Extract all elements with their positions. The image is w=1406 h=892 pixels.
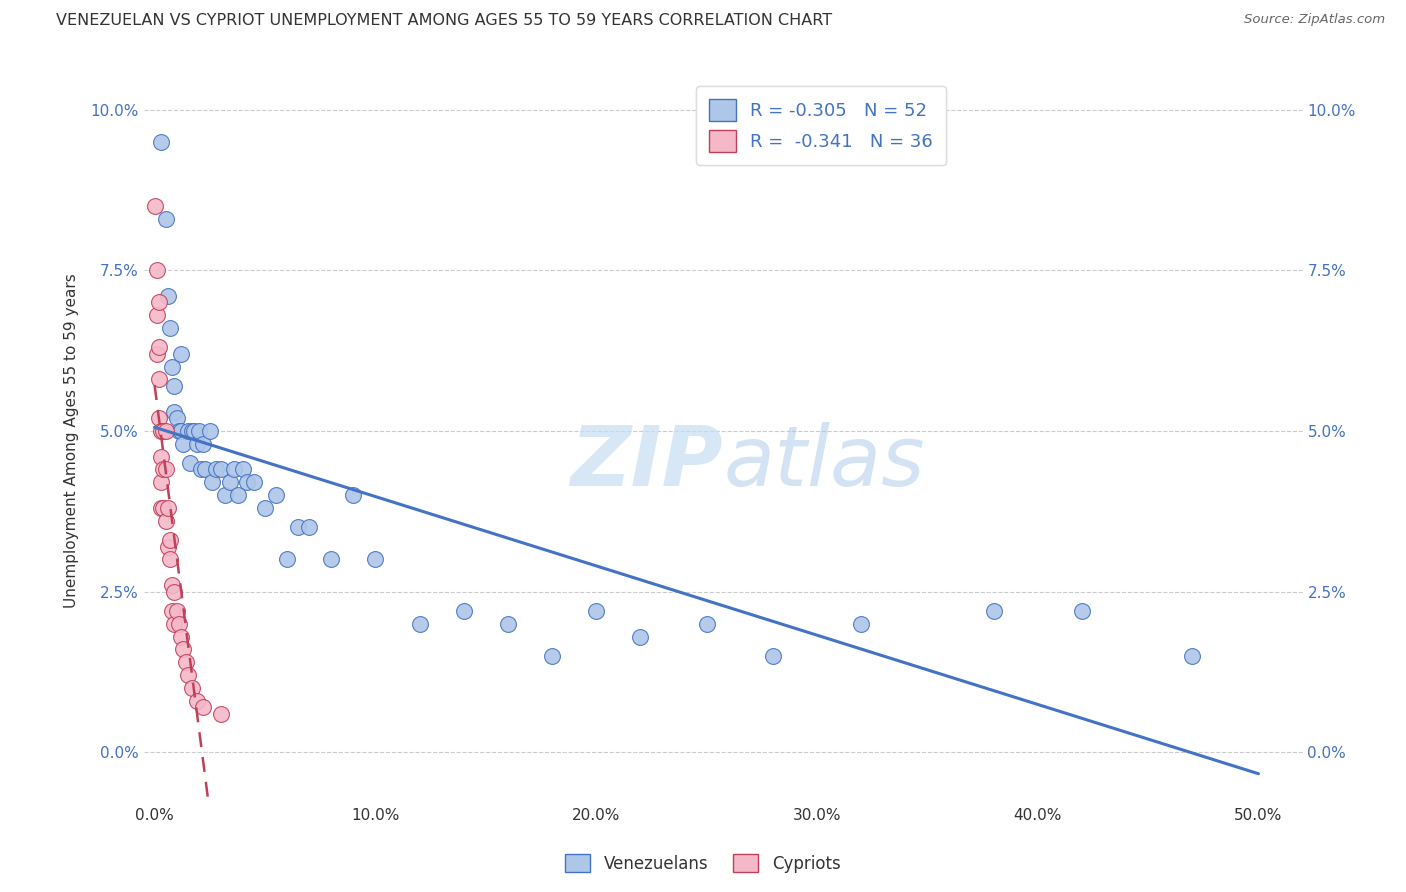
Point: [167, 616, 190, 631]
Point: [1070, 604, 1092, 618]
Point: [150, 424, 173, 438]
Point: [181, 424, 204, 438]
Point: [408, 616, 430, 631]
Point: [150, 135, 173, 149]
Point: [174, 655, 197, 669]
Point: [166, 411, 188, 425]
Point: [191, 436, 214, 450]
Text: atlas: atlas: [723, 422, 925, 503]
Point: [155, 462, 177, 476]
Point: [162, 578, 184, 592]
Point: [148, 372, 170, 386]
Point: [172, 642, 194, 657]
Point: [150, 475, 173, 490]
Point: [155, 211, 177, 226]
Point: [236, 475, 259, 490]
Point: [541, 648, 564, 663]
Y-axis label: Unemployment Among Ages 55 to 59 years: Unemployment Among Ages 55 to 59 years: [65, 273, 79, 608]
Point: [209, 462, 232, 476]
Point: [150, 501, 173, 516]
Point: [170, 630, 193, 644]
Point: [183, 424, 205, 438]
Point: [287, 520, 309, 534]
Point: [214, 488, 236, 502]
Point: [983, 604, 1005, 618]
Point: [146, 263, 169, 277]
Point: [163, 379, 186, 393]
Point: [159, 321, 181, 335]
Point: [156, 501, 179, 516]
Point: [205, 462, 228, 476]
Point: [152, 501, 174, 516]
Point: [190, 462, 212, 476]
Point: [166, 604, 188, 618]
Point: [143, 199, 166, 213]
Point: [170, 347, 193, 361]
Point: [496, 616, 519, 631]
Point: [253, 501, 276, 516]
Point: [1181, 648, 1204, 663]
Point: [167, 424, 190, 438]
Point: [228, 488, 250, 502]
Point: [628, 630, 651, 644]
Point: [152, 424, 174, 438]
Point: [181, 681, 204, 695]
Point: [198, 424, 221, 438]
Point: [849, 616, 872, 631]
Point: [163, 616, 186, 631]
Text: ZIP: ZIP: [571, 422, 723, 503]
Point: [146, 308, 169, 322]
Point: [150, 450, 173, 464]
Point: [209, 706, 232, 721]
Point: [342, 488, 364, 502]
Point: [187, 424, 209, 438]
Point: [453, 604, 475, 618]
Point: [152, 462, 174, 476]
Point: [162, 604, 184, 618]
Point: [162, 359, 184, 374]
Point: [218, 475, 240, 490]
Point: [762, 648, 785, 663]
Legend: Venezuelans, Cypriots: Venezuelans, Cypriots: [558, 847, 848, 880]
Point: [159, 552, 181, 566]
Point: [146, 347, 169, 361]
Point: [194, 462, 217, 476]
Point: [364, 552, 387, 566]
Point: [186, 694, 208, 708]
Point: [148, 295, 170, 310]
Point: [232, 462, 254, 476]
Point: [321, 552, 343, 566]
Point: [148, 340, 170, 354]
Point: [159, 533, 181, 548]
Point: [177, 424, 200, 438]
Point: [155, 514, 177, 528]
Point: [264, 488, 287, 502]
Point: [222, 462, 245, 476]
Point: [191, 700, 214, 714]
Text: Source: ZipAtlas.com: Source: ZipAtlas.com: [1244, 13, 1385, 27]
Point: [156, 540, 179, 554]
Point: [186, 436, 208, 450]
Point: [163, 404, 186, 418]
Point: [163, 584, 186, 599]
Point: [585, 604, 607, 618]
Point: [156, 289, 179, 303]
Legend: R = -0.305   N = 52, R =  -0.341   N = 36: R = -0.305 N = 52, R = -0.341 N = 36: [696, 87, 946, 165]
Point: [298, 520, 321, 534]
Point: [155, 424, 177, 438]
Point: [172, 436, 194, 450]
Point: [170, 424, 193, 438]
Point: [276, 552, 298, 566]
Point: [177, 668, 200, 682]
Point: [243, 475, 266, 490]
Point: [148, 411, 170, 425]
Point: [696, 616, 718, 631]
Point: [201, 475, 224, 490]
Point: [179, 456, 201, 470]
Text: VENEZUELAN VS CYPRIOT UNEMPLOYMENT AMONG AGES 55 TO 59 YEARS CORRELATION CHART: VENEZUELAN VS CYPRIOT UNEMPLOYMENT AMONG…: [56, 13, 832, 29]
